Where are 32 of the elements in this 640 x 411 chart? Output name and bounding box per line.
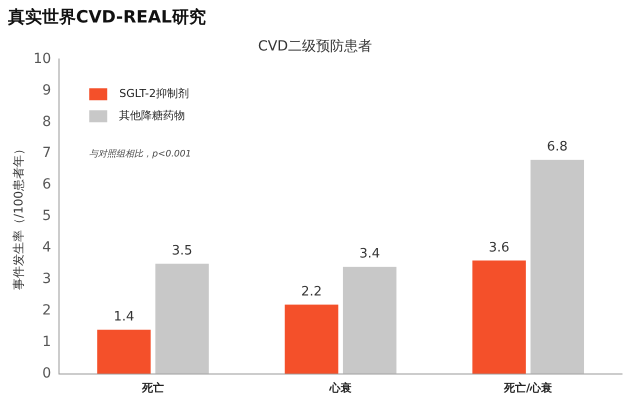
y-tick-label: 8 xyxy=(42,114,52,130)
data-label: 6.8 xyxy=(546,140,568,155)
legend-label: 其他降糖药物 xyxy=(119,109,186,122)
data-label: 3.6 xyxy=(488,240,510,256)
bar xyxy=(284,304,338,374)
chart-subtitle: CVD二级预防患者 xyxy=(258,38,372,54)
y-tick-label: 6 xyxy=(42,176,52,193)
y-tick-label: 1 xyxy=(42,334,52,350)
x-tick-label: 死亡/心衰 xyxy=(503,381,552,394)
bar xyxy=(342,266,396,374)
y-tick-label: 3 xyxy=(42,271,52,288)
data-label: 3.5 xyxy=(172,244,192,259)
y-tick-label: 2 xyxy=(42,302,52,319)
data-label: 2.2 xyxy=(301,284,322,300)
y-tick-label: 9 xyxy=(42,82,52,98)
data-label: 3.4 xyxy=(359,246,380,262)
y-tick-label: 5 xyxy=(42,208,52,224)
legend-label: SGLT-2抑制剂 xyxy=(119,87,190,100)
y-axis-title: 事件发生率（/100患者年） xyxy=(11,143,26,290)
bar xyxy=(472,260,526,374)
annotation: 与对照组相比，p<0.001 xyxy=(89,148,192,160)
chart-title: 真实世界CVD-REAL研究 xyxy=(7,8,206,28)
bar xyxy=(155,264,209,374)
x-tick-label: 死亡 xyxy=(141,381,164,394)
bar xyxy=(530,160,584,374)
bar xyxy=(97,330,151,374)
data-label: 1.4 xyxy=(114,310,134,325)
y-tick-label: 10 xyxy=(33,50,52,67)
y-tick-label: 4 xyxy=(42,240,52,256)
y-tick-label: 0 xyxy=(42,365,52,382)
y-tick-label: 7 xyxy=(42,145,52,162)
x-tick-label: 心衰 xyxy=(328,381,352,394)
